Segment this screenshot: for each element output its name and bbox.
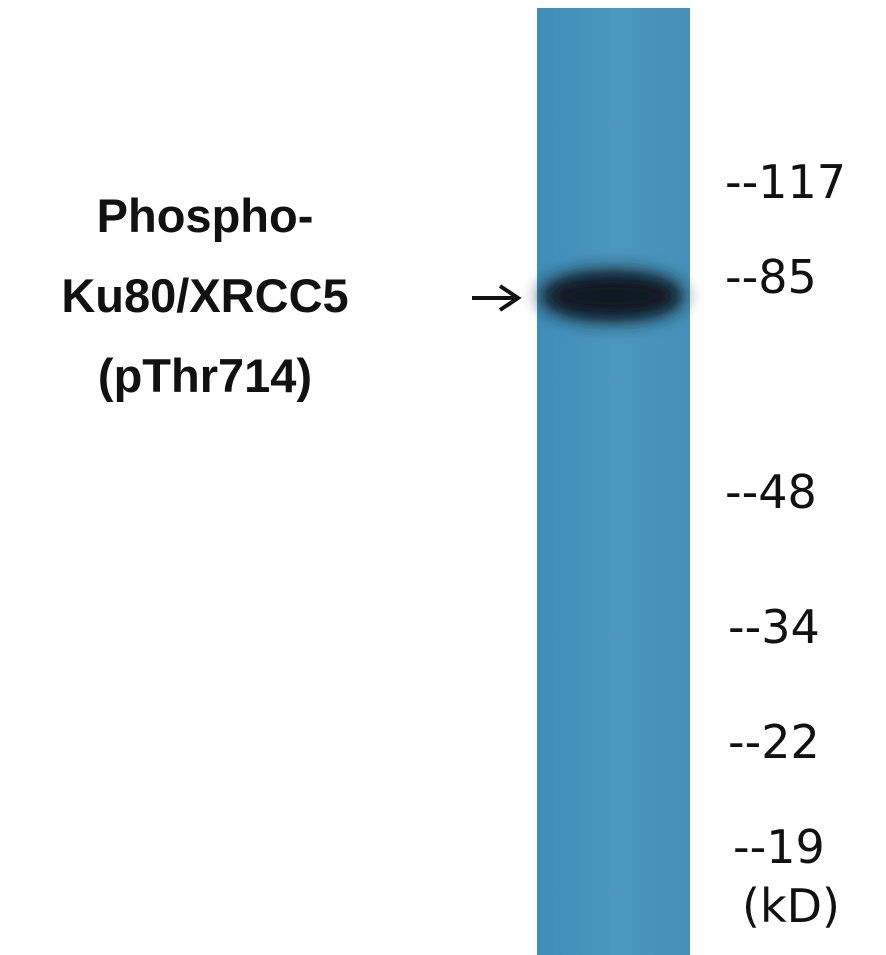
marker-label: --48 xyxy=(725,465,817,519)
antibody-label: Phospho- xyxy=(97,189,314,242)
marker-label: --19 xyxy=(733,820,825,874)
blot-figure: Phospho- Ku80/XRCC5 (pThr714) --117 --85… xyxy=(0,0,886,955)
protein-band-core xyxy=(550,281,674,311)
antibody-label: Ku80/XRCC5 xyxy=(61,269,348,322)
unit-label: (kD) xyxy=(742,879,840,933)
antibody-label: (pThr714) xyxy=(98,349,312,402)
blot-lane xyxy=(537,8,690,955)
marker-label: --85 xyxy=(725,250,817,304)
marker-label: --22 xyxy=(728,715,820,769)
marker-label: --34 xyxy=(728,600,820,654)
arrow xyxy=(472,286,518,310)
marker-label: --117 xyxy=(725,155,846,209)
